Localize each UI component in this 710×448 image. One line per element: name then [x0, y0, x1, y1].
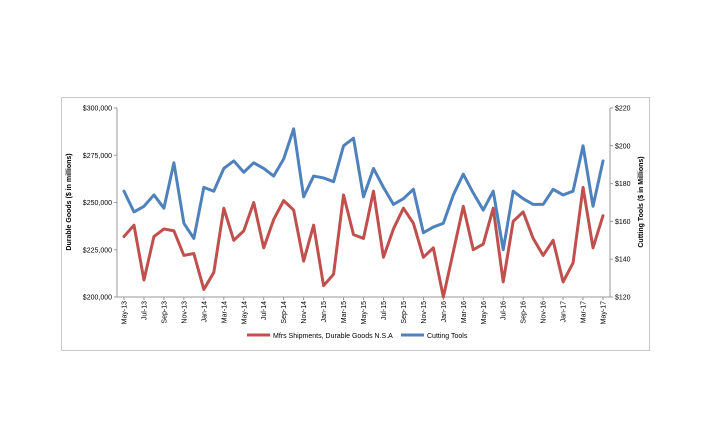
x-tick-label: Mar-17 [581, 301, 588, 323]
series-layer [122, 127, 605, 299]
chart-frame [61, 97, 650, 351]
right-y-tick-label: $120 [615, 295, 631, 302]
left-y-tick-labels: $200,000 $225,000 $250,000 $275,000 $300,000 [83, 106, 117, 302]
right-y-tick-label: $140 [615, 257, 631, 264]
left-axis-title: Durable Goods ($ in millions) [66, 153, 73, 250]
x-tick-label: Jul-16 [501, 301, 508, 320]
legend-label-cutting-tools: Cutting Tools [427, 333, 468, 340]
series-line-durable-goods [122, 185, 605, 299]
x-tick-label: Nov-13 [181, 301, 188, 324]
right-y-tick-labels: $120 $140 $160 $180 $200 $220 [610, 106, 631, 302]
legend-item-cutting-tools: Cutting Tools [401, 333, 468, 340]
x-tick-label: Jan-17 [561, 301, 568, 323]
x-tick-label: Sep-15 [401, 301, 408, 324]
x-tick-label: Jan-14 [201, 301, 208, 323]
right-y-tick-label: $200 [615, 143, 631, 150]
right-y-tick-label: $220 [615, 106, 631, 113]
left-y-tick-label: $225,000 [83, 247, 112, 254]
x-tick-label: Sep-14 [281, 301, 288, 324]
left-y-tick-label: $300,000 [83, 106, 112, 113]
legend: Mfrs Shipments, Durable Goods N.S.A Cutt… [247, 333, 468, 340]
x-tick-label: May-15 [361, 301, 368, 324]
x-tick-label: Nov-14 [301, 301, 308, 324]
x-tick-label: Sep-16 [521, 301, 528, 324]
legend-item-durable-goods: Mfrs Shipments, Durable Goods N.S.A [247, 333, 393, 340]
left-y-tick-label: $250,000 [83, 200, 112, 207]
series-line-cutting-tools [122, 127, 605, 252]
x-tick-label: Sep-13 [161, 301, 168, 324]
plot-area [116, 108, 611, 298]
x-tick-label: Jan-15 [321, 301, 328, 323]
x-tick-label: Jan-16 [441, 301, 448, 323]
x-tick-label: May-14 [241, 301, 248, 324]
x-tick-label: Nov-15 [421, 301, 428, 324]
x-tick-label: Mar-15 [341, 301, 348, 323]
right-y-tick-label: $180 [615, 181, 631, 188]
x-tick-label: Jul-13 [141, 301, 148, 320]
left-y-tick-label: $200,000 [83, 295, 112, 302]
x-tick-label: May-17 [601, 301, 608, 324]
x-tick-label: Jul-14 [261, 301, 268, 320]
right-y-tick-label: $160 [615, 219, 631, 226]
x-tick-labels: May-13 Jul-13 Sep-13 Nov-13 Jan-14 Mar-14 May-… [122, 297, 608, 324]
x-tick-label: Mar-16 [461, 301, 468, 323]
x-tick-label: May-13 [122, 301, 129, 324]
x-tick-label: May-16 [481, 301, 488, 324]
x-tick-label: Mar-14 [221, 301, 228, 323]
right-axis-title: Cutting Tools ($ in Millions) [638, 156, 645, 247]
legend-label-durable-goods: Mfrs Shipments, Durable Goods N.S.A [273, 333, 393, 340]
x-tick-label: Jul-15 [381, 301, 388, 320]
x-tick-label: Nov-16 [541, 301, 548, 324]
left-y-tick-label: $275,000 [83, 153, 112, 160]
